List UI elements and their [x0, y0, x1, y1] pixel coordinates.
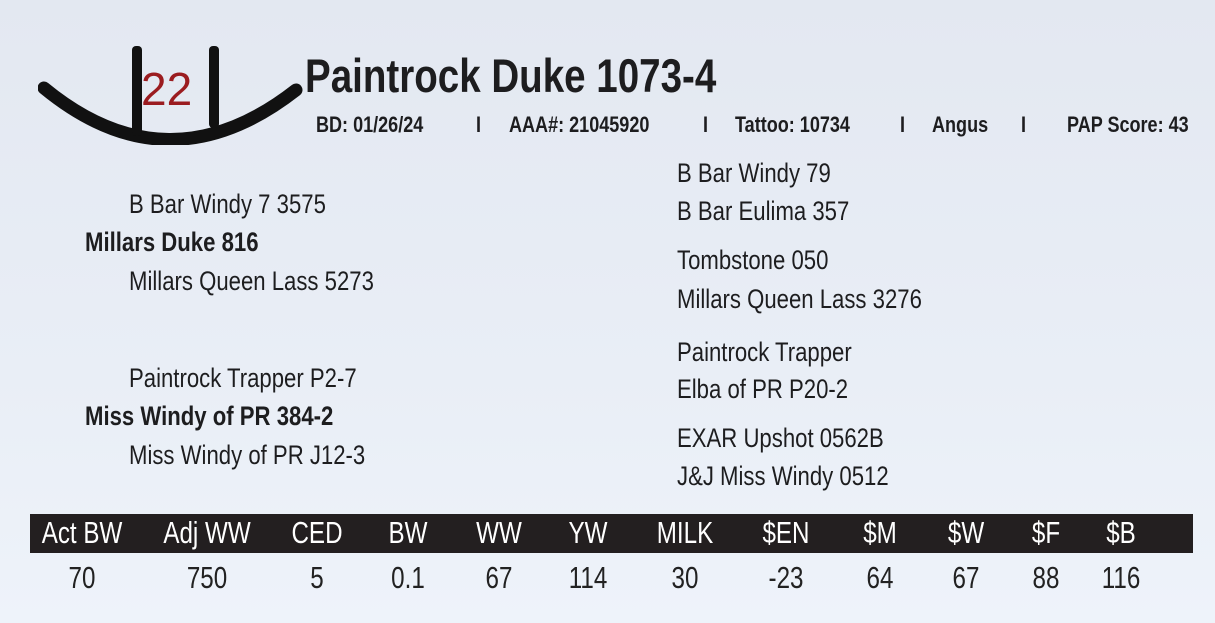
- epd-value: 0.1: [386, 560, 429, 596]
- epd-value-text: 67: [485, 560, 513, 595]
- epd-header: $B: [1102, 515, 1140, 551]
- epd-value-text: 750: [186, 560, 228, 595]
- outer-ancestor: EXAR Upshot 0562B: [677, 423, 884, 453]
- epd-value: 88: [1029, 560, 1063, 596]
- outer-ancestor: Paintrock Trapper: [677, 337, 852, 367]
- epd-value: 70: [65, 560, 99, 596]
- tattoo: Tattoo: 10734: [735, 112, 850, 137]
- dam-dam: Miss Windy of PR J12-3: [129, 440, 366, 470]
- epd-value: 30: [668, 560, 702, 596]
- epd-header: YW: [563, 515, 613, 551]
- registration-number: AAA#: 21045920: [509, 112, 650, 137]
- sire-dam: Millars Queen Lass 5273: [129, 266, 374, 296]
- animal-name: Paintrock Duke 1073-4: [305, 49, 717, 102]
- epd-value-text: 67: [952, 560, 980, 595]
- epd-header: Act BW: [30, 515, 133, 551]
- separator: I: [703, 112, 709, 137]
- epd-header: $W: [943, 515, 990, 551]
- epd-header: MILK: [649, 515, 721, 551]
- dam-sire: Paintrock Trapper P2-7: [129, 363, 357, 393]
- epd-header-label: Act BW: [41, 515, 123, 550]
- epd-value-text: 88: [1032, 560, 1060, 595]
- epd-header: $F: [1028, 515, 1064, 551]
- pap-score: PAP Score: 43: [1067, 112, 1189, 137]
- brand-logo-icon: [37, 46, 303, 146]
- sire-sire: B Bar Windy 7 3575: [129, 189, 326, 219]
- epd-header: Adj WW: [151, 515, 263, 551]
- sire: Millars Duke 816: [85, 227, 259, 257]
- epd-header-label: BW: [388, 515, 428, 550]
- outer-ancestor: B Bar Eulima 357: [677, 196, 850, 226]
- logo: 22: [37, 40, 303, 146]
- dam: Miss Windy of PR 384-2: [85, 401, 334, 431]
- epd-value: 116: [1096, 560, 1145, 596]
- epd-header-label: Adj WW: [163, 515, 251, 550]
- breed: Angus: [932, 112, 989, 137]
- epd-header-bar: [30, 514, 1193, 553]
- epd-value: 64: [863, 560, 897, 596]
- outer-ancestor: Elba of PR P20-2: [677, 374, 849, 404]
- epd-header-label: MILK: [656, 515, 714, 550]
- epd-value-text: 5: [310, 560, 324, 595]
- epd-header-label: $W: [947, 515, 985, 550]
- epd-value-text: 116: [1101, 560, 1141, 595]
- outer-ancestor: Millars Queen Lass 3276: [677, 284, 922, 314]
- epd-header-label: $B: [1106, 515, 1136, 550]
- epd-value: 750: [181, 560, 233, 596]
- epd-value-text: 30: [671, 560, 699, 595]
- epd-value: 114: [563, 560, 612, 596]
- epd-header: BW: [383, 515, 433, 551]
- epd-value-text: 114: [568, 560, 608, 595]
- epd-header-label: CED: [291, 515, 343, 550]
- separator: I: [476, 112, 482, 137]
- epd-header: $EN: [756, 515, 816, 551]
- epd-header-label: $M: [863, 515, 897, 550]
- epd-value: 5: [308, 560, 325, 596]
- epd-header-label: $F: [1031, 515, 1061, 550]
- epd-value: -23: [764, 560, 809, 596]
- epd-header-label: YW: [568, 515, 608, 550]
- epd-header-label: WW: [476, 515, 522, 550]
- epd-value: 67: [482, 560, 516, 596]
- lot-number: 22: [141, 63, 193, 115]
- epd-value: 67: [949, 560, 983, 596]
- epd-header: WW: [470, 515, 529, 551]
- epd-header: CED: [284, 515, 349, 551]
- epd-value-text: 70: [68, 560, 96, 595]
- epd-header: $M: [858, 515, 901, 551]
- epd-value-text: 64: [866, 560, 894, 595]
- outer-ancestor: B Bar Windy 79: [677, 158, 831, 188]
- separator: I: [900, 112, 906, 137]
- separator: I: [1021, 112, 1027, 137]
- epd-value-text: 0.1: [391, 560, 425, 595]
- outer-ancestor: J&J Miss Windy 0512: [677, 461, 889, 491]
- epd-value-text: -23: [768, 560, 804, 595]
- outer-ancestor: Tombstone 050: [677, 245, 829, 275]
- birth-date: BD: 01/26/24: [316, 112, 424, 137]
- epd-header-label: $EN: [762, 515, 810, 550]
